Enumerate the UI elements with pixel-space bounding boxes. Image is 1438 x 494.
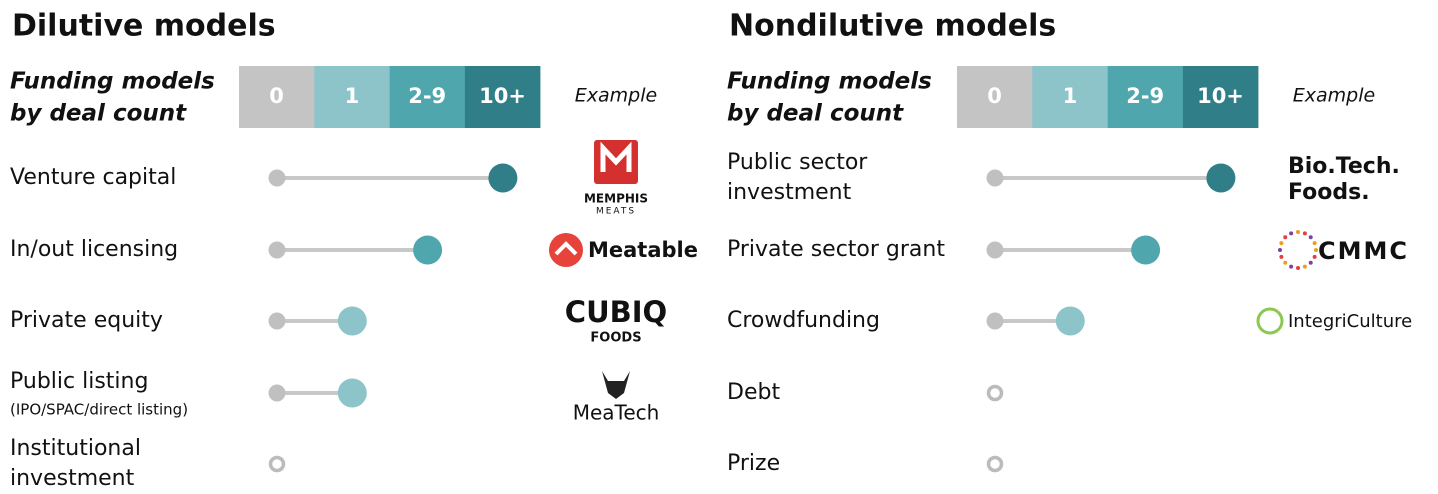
logo-icon [1283, 260, 1288, 265]
example-logo: MEATS [596, 207, 636, 217]
example-logo: CMMC [1318, 237, 1409, 265]
row-label: Private sector grant [727, 237, 945, 262]
logo-icon [1296, 266, 1300, 270]
example-logo: MEMPHIS [584, 192, 648, 206]
row-label: In/out licensing [10, 237, 178, 262]
row-sublabel: (IPO/SPAC/direct listing) [10, 401, 188, 419]
logo-icon [1283, 235, 1288, 240]
scale-label: 10+ [479, 84, 526, 108]
row-label: Venture capital [10, 165, 176, 190]
logo-icon [1279, 241, 1284, 246]
start-dot [268, 384, 286, 402]
logo-icon [1302, 264, 1307, 269]
start-dot [268, 241, 286, 259]
logo-icon [1308, 260, 1313, 265]
example-logo: CUBIQ [565, 295, 667, 329]
start-dot [268, 169, 286, 187]
panel-title: Dilutive models [12, 9, 276, 44]
logo-icon [1312, 241, 1317, 246]
header-label: Funding models [10, 69, 215, 95]
scale-label: 2-9 [408, 84, 446, 108]
start-dot [986, 312, 1004, 330]
logo-icon [1302, 231, 1307, 236]
level-dot [1055, 306, 1085, 336]
scale-label: 2-9 [1126, 84, 1164, 108]
level-dot [337, 378, 367, 408]
header-label: by deal count [727, 101, 904, 127]
start-dot [986, 169, 1004, 187]
row-label: Crowdfunding [727, 308, 880, 333]
scale-box [314, 66, 390, 128]
scale-label: 1 [1063, 84, 1078, 108]
logo-icon [600, 141, 632, 172]
example-logo: Meatable [588, 238, 698, 262]
level-dot [337, 306, 367, 336]
level-dot [1206, 163, 1236, 193]
row-label: Institutional [10, 436, 141, 461]
logo-icon [1289, 231, 1294, 236]
level-dot [413, 235, 443, 265]
logo-icon [1308, 235, 1313, 240]
logo-icon [1312, 254, 1317, 259]
example-logo: MeaTech [573, 401, 660, 425]
scale-label: 0 [987, 84, 1002, 108]
scale-label: 1 [345, 84, 360, 108]
logo-icon [602, 371, 630, 399]
row-label: Debt [727, 380, 780, 405]
scale-box [1182, 66, 1259, 128]
logo-icon [554, 241, 578, 256]
empty-dot [986, 384, 1004, 402]
logo-icon [1256, 307, 1284, 335]
scale-box [239, 66, 315, 128]
scale-box [1032, 66, 1108, 128]
empty-dot [986, 455, 1004, 473]
empty-dot [268, 455, 286, 473]
header-label: by deal count [10, 101, 187, 127]
row-label: Prize [727, 451, 780, 476]
row-label: Public listing [10, 369, 148, 394]
logo-icon [1278, 248, 1282, 252]
logo-icon [1279, 254, 1284, 259]
logo-icon [1296, 230, 1300, 234]
row-label: investment [10, 466, 135, 491]
scale-label: 0 [269, 84, 284, 108]
start-dot [268, 312, 286, 330]
logo-icon [1314, 248, 1318, 252]
row-label: investment [727, 180, 852, 205]
start-dot [986, 241, 1004, 259]
row-label: Public sector [727, 150, 868, 175]
scale-label: 10+ [1197, 84, 1244, 108]
logo-icon [1289, 264, 1294, 269]
panel-title: Nondilutive models [729, 9, 1056, 44]
level-dot [488, 163, 518, 193]
example-header: Example [1293, 85, 1375, 107]
example-header: Example [575, 85, 657, 107]
example-logo: Bio.Tech. [1288, 154, 1400, 179]
scale-box [389, 66, 466, 128]
example-logo: Foods. [1288, 180, 1370, 205]
scale-box [1107, 66, 1184, 128]
level-dot [1131, 235, 1161, 265]
logo-icon [549, 233, 583, 267]
scale-box [957, 66, 1033, 128]
example-logo: IntegriCulture [1288, 311, 1412, 332]
row-label: Private equity [10, 308, 163, 333]
example-logo: FOODS [590, 331, 641, 346]
scale-box [464, 66, 541, 128]
header-label: Funding models [727, 69, 932, 95]
